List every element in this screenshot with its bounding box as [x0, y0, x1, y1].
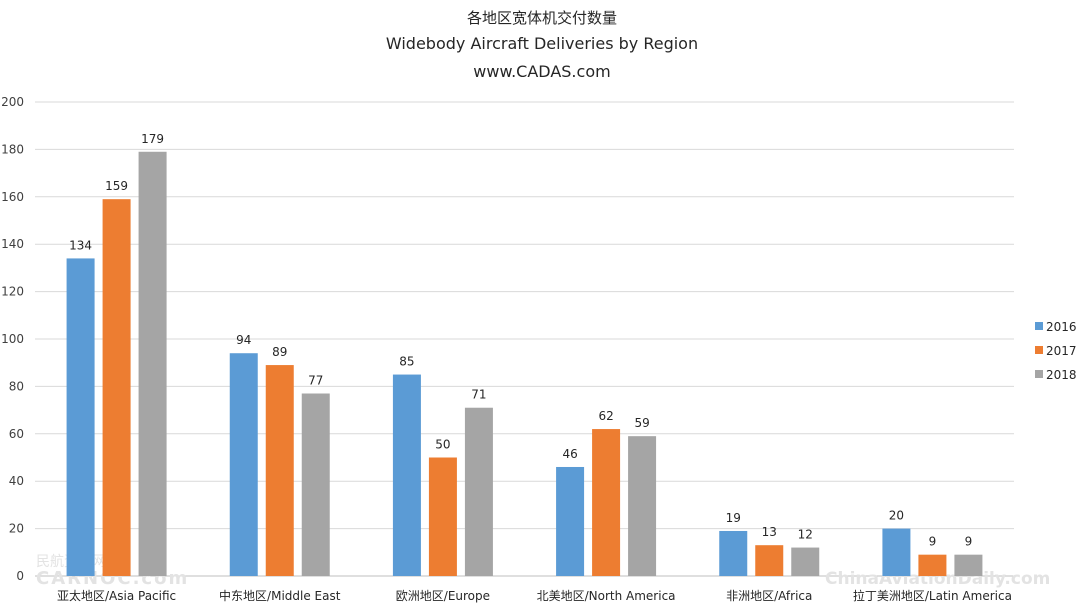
- watermark-chinaaviationdaily: ChinaAviationDaily.com: [825, 569, 1050, 589]
- category-label: 欧洲地区/Europe: [396, 589, 490, 603]
- bar-2016-3: [392, 374, 421, 576]
- bar-2017-6: [918, 554, 947, 576]
- bar-2016-4: [556, 466, 585, 576]
- data-label: 179: [141, 132, 164, 146]
- legend-label-2018: 2018: [1046, 368, 1077, 382]
- legend-swatch-2018: [1035, 370, 1043, 378]
- category-label: 中东地区/Middle East: [219, 588, 341, 603]
- bar-2017-1: [102, 199, 131, 577]
- bar-2016-6: [882, 528, 911, 576]
- legend-swatch-2016: [1035, 322, 1043, 330]
- y-tick-label: 180: [1, 142, 24, 156]
- data-label: 12: [798, 528, 813, 542]
- bar-2017-5: [755, 545, 784, 576]
- bar-2016-2: [229, 353, 258, 576]
- data-label: 94: [236, 333, 251, 347]
- bar-2017-4: [592, 429, 621, 576]
- data-label: 9: [965, 535, 973, 549]
- bar-2016-5: [719, 530, 748, 576]
- category-label: 非洲地区/Africa: [726, 589, 812, 603]
- data-label: 159: [105, 179, 128, 193]
- data-label: 20: [889, 509, 904, 523]
- legend-label-2017: 2017: [1046, 344, 1077, 358]
- data-label: 71: [471, 388, 486, 402]
- data-label: 134: [69, 238, 92, 252]
- bar-2018-2: [301, 393, 330, 576]
- data-label: 50: [435, 438, 450, 452]
- category-label: 拉丁美洲地区/Latin America: [853, 588, 1012, 603]
- data-label: 59: [634, 416, 649, 430]
- bar-2018-5: [791, 547, 820, 576]
- chart-source: www.CADAS.com: [473, 62, 611, 81]
- data-label: 9: [929, 535, 937, 549]
- y-tick-label: 200: [1, 95, 24, 109]
- y-tick-label: 20: [9, 522, 24, 536]
- y-tick-label: 80: [9, 379, 24, 393]
- data-label: 85: [399, 355, 414, 369]
- bar-2018-6: [954, 554, 983, 576]
- legend-label-2016: 2016: [1046, 320, 1077, 334]
- chart-title: 各地区宽体机交付数量: [466, 9, 617, 27]
- data-label: 19: [726, 511, 741, 525]
- bar-2017-2: [265, 365, 294, 576]
- y-tick-label: 100: [1, 332, 24, 346]
- data-label: 89: [272, 345, 287, 359]
- y-tick-label: 140: [1, 237, 24, 251]
- y-tick-label: 40: [9, 474, 24, 488]
- bar-2018-4: [628, 436, 657, 576]
- bar-2018-1: [138, 151, 167, 576]
- bar-2018-3: [464, 407, 493, 576]
- category-label: 亚太地区/Asia Pacific: [57, 588, 176, 603]
- data-label: 62: [598, 409, 613, 423]
- chart-subtitle: Widebody Aircraft Deliveries by Region: [385, 34, 699, 53]
- legend-swatch-2017: [1035, 346, 1043, 354]
- bar-2017-3: [428, 457, 457, 576]
- y-tick-label: 60: [9, 427, 24, 441]
- bar-2016-1: [66, 258, 95, 576]
- data-label: 46: [562, 447, 577, 461]
- data-label: 13: [762, 525, 777, 539]
- category-label: 北美地区/North America: [537, 589, 676, 603]
- y-tick-label: 120: [1, 285, 24, 299]
- y-tick-label: 0: [16, 569, 24, 583]
- data-label: 77: [308, 374, 323, 388]
- y-tick-label: 160: [1, 190, 24, 204]
